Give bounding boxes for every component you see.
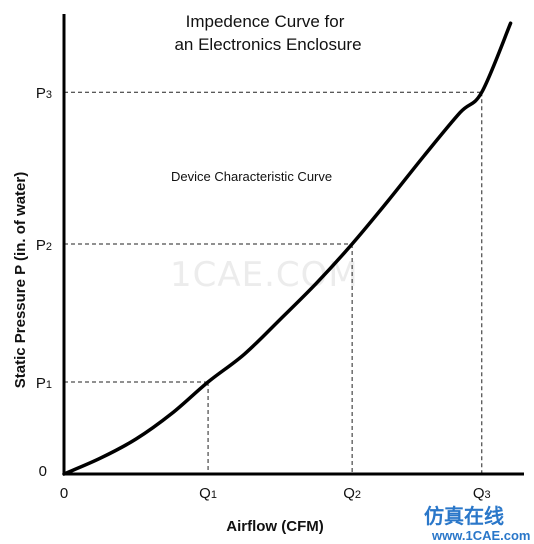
- y-tick-label-3: P3: [36, 85, 52, 102]
- y-tick-label-origin: 0: [39, 463, 47, 480]
- watermark-text: 1CAE.COM: [170, 255, 359, 295]
- series-line: [62, 21, 513, 476]
- x-axis-label: Airflow (CFM): [226, 518, 323, 535]
- brand-logo-cn: 仿真在线: [424, 504, 504, 528]
- chart-title-line-1: Impedence Curve for: [186, 12, 345, 31]
- series-points: [63, 22, 512, 475]
- x-tick-label-1: Q1: [199, 485, 217, 502]
- y-tick-label-2: P2: [36, 237, 52, 254]
- guide-lines: [64, 91, 483, 474]
- x-tick-label-2: Q2: [343, 485, 361, 502]
- x-tick-labels: Q1 Q2 Q3: [199, 485, 491, 502]
- y-tick-labels: P1 P2 P3: [36, 85, 52, 392]
- y-axis-label: Static Pressure P (in. of water): [12, 172, 29, 388]
- device-curve-annotation: Device Characteristic Curve: [171, 169, 332, 184]
- brand-logo-url: www.1CAE.com: [431, 528, 530, 543]
- x-tick-label-3: Q3: [473, 485, 491, 502]
- y-tick-label-1: P1: [36, 375, 52, 392]
- x-tick-label-origin: 0: [60, 485, 68, 502]
- chart-title-line-2: an Electronics Enclosure: [174, 35, 361, 54]
